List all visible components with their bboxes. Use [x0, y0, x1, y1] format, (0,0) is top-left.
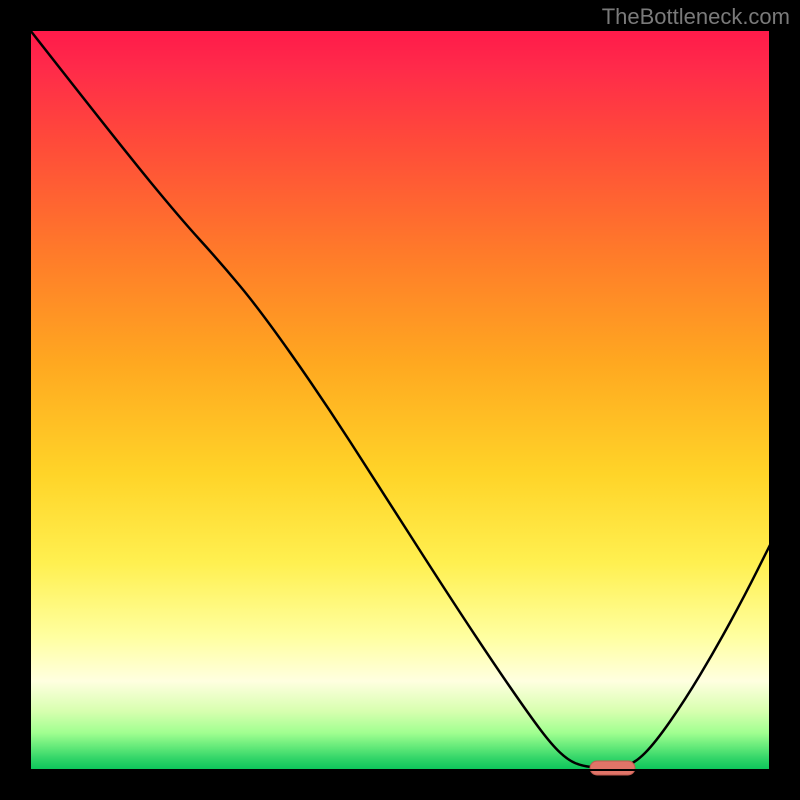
watermark-text: TheBottleneck.com: [602, 4, 790, 30]
chart-container: TheBottleneck.com: [0, 0, 800, 800]
plot-background: [30, 30, 770, 770]
bottleneck-chart: [0, 0, 800, 800]
optimum-marker: [590, 761, 635, 775]
